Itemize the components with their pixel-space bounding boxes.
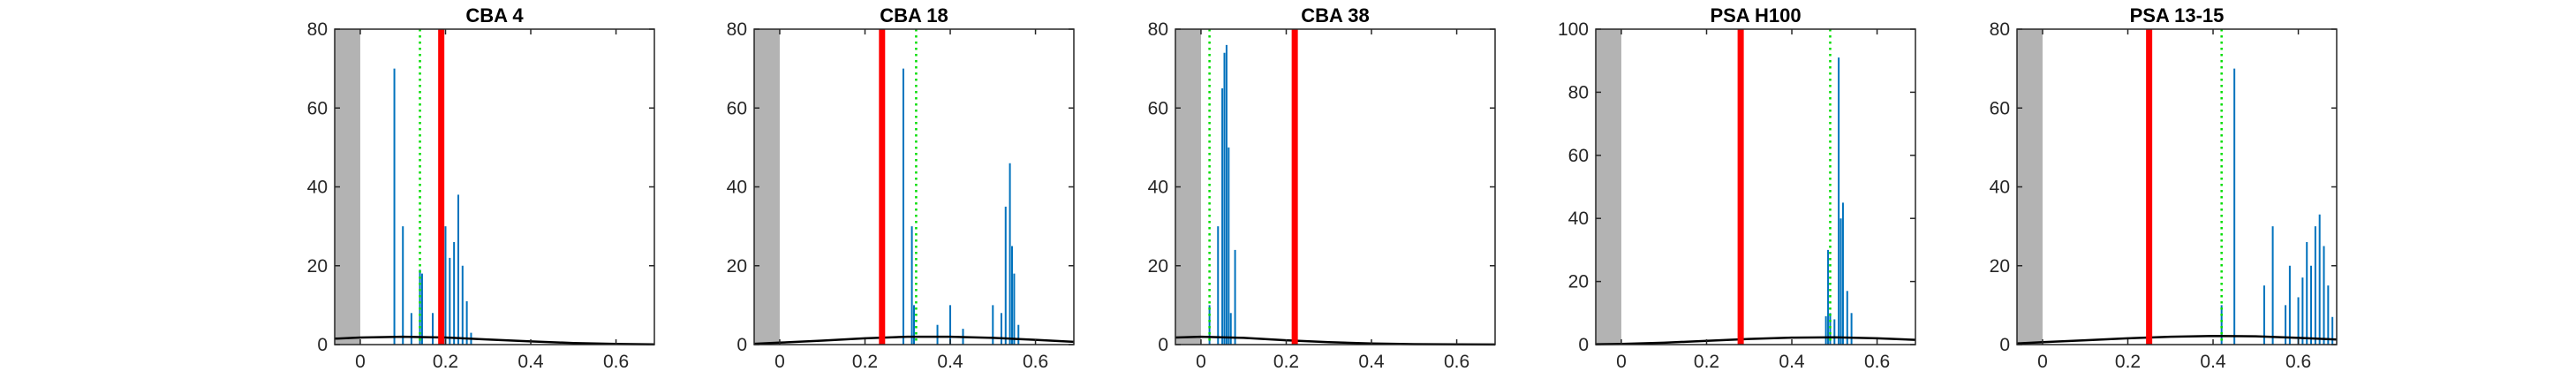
axes-box <box>1595 28 1916 345</box>
x-tick-label: 0.6 <box>1023 352 1048 372</box>
density-curve <box>334 335 655 346</box>
x-tick-label: 0.6 <box>1444 352 1469 372</box>
spike-series <box>393 68 472 345</box>
x-tick-label: 0.2 <box>1273 352 1299 372</box>
y-tick-label: 60 <box>1990 98 2010 118</box>
y-tick-label: 100 <box>1558 19 1589 40</box>
spike-series <box>2220 68 2334 345</box>
y-tick-label: 60 <box>1568 146 1589 166</box>
y-tick-label: 20 <box>1990 256 2010 277</box>
y-tick-label: 40 <box>1990 178 2010 198</box>
chart-panel-5: 0 20 40 60 80 0 0.2 0.4 0.6 PSA 13-15 <box>1990 4 2338 372</box>
y-tick-label: 60 <box>1148 98 1168 118</box>
density-curve <box>1595 336 1916 345</box>
chart-panel-2: 0 20 40 60 80 0 0.2 0.4 0.6 CBA 18 <box>727 4 1075 372</box>
spike-series <box>1824 57 1853 345</box>
plot-area <box>1175 29 1495 345</box>
plot-area <box>335 29 654 345</box>
y-tick-label: 0 <box>1999 335 2010 355</box>
x-tick-label: 0.6 <box>603 352 629 372</box>
x-tick-label: 0.6 <box>1864 352 1890 372</box>
x-tick-label: 0.2 <box>852 352 878 372</box>
x-tick-label: 0 <box>774 352 785 372</box>
spike-series <box>902 68 1020 345</box>
y-tick-label: 0 <box>1578 335 1589 355</box>
x-tick-label: 0.2 <box>433 352 458 372</box>
y-tick-label: 40 <box>727 178 747 198</box>
y-tick-label: 40 <box>307 178 328 198</box>
gray-band <box>1596 29 1621 345</box>
spike-series <box>1208 44 1236 345</box>
chart-panel-3: 0 20 40 60 80 0 0.2 0.4 0.6 CBA 38 <box>1148 4 1496 372</box>
x-tick-label: 0 <box>355 352 366 372</box>
x-tick-label: 0.4 <box>1779 352 1805 372</box>
chart-title: CBA 4 <box>465 4 524 27</box>
x-tick-label: 0.2 <box>2115 352 2141 372</box>
y-tick-label: 0 <box>737 335 747 355</box>
x-tick-label: 0.4 <box>937 352 963 372</box>
chart-title: CBA 38 <box>1301 4 1369 27</box>
y-tick-label: 20 <box>727 256 747 277</box>
x-tick-label: 0.4 <box>2200 352 2226 372</box>
y-tick-label: 80 <box>727 19 747 40</box>
y-tick-label: 20 <box>1568 272 1589 292</box>
x-tick-label: 0 <box>1616 352 1627 372</box>
y-tick-label: 80 <box>1148 19 1168 40</box>
y-tick-label: 40 <box>1148 178 1168 198</box>
y-tick-label: 80 <box>1568 82 1589 102</box>
y-tick-label: 80 <box>1990 19 2010 40</box>
x-tick-label: 0 <box>2037 352 2048 372</box>
x-tick-label: 0 <box>1196 352 1206 372</box>
y-tick-label: 40 <box>1568 209 1589 229</box>
y-tick-label: 80 <box>307 19 328 40</box>
plot-area <box>1596 29 1915 345</box>
chart-title: CBA 18 <box>880 4 948 27</box>
chart-panel-1: 0 20 40 60 80 0 0.2 0.4 0.6 CBA 4 <box>307 4 655 372</box>
y-tick-label: 60 <box>727 98 747 118</box>
chart-title: PSA H100 <box>1710 4 1801 27</box>
x-tick-label: 0.4 <box>517 352 544 372</box>
chart-panel-4: 0 20 40 60 80 100 0 0.2 0.4 0.6 PSA H100 <box>1558 4 1916 372</box>
density-curve <box>2016 334 2338 345</box>
chart-title: PSA 13-15 <box>2130 4 2225 27</box>
y-tick-label: 60 <box>307 98 328 118</box>
x-tick-label: 0.4 <box>1358 352 1385 372</box>
plot-area <box>754 29 1074 345</box>
y-tick-label: 20 <box>307 256 328 277</box>
density-curve <box>753 335 1075 345</box>
y-tick-label: 0 <box>317 335 328 355</box>
plot-area <box>2017 29 2337 345</box>
x-tick-label: 0.6 <box>2285 352 2311 372</box>
y-tick-label: 20 <box>1148 256 1168 277</box>
x-tick-label: 0.2 <box>1694 352 1719 372</box>
y-tick-label: 0 <box>1158 335 1168 355</box>
